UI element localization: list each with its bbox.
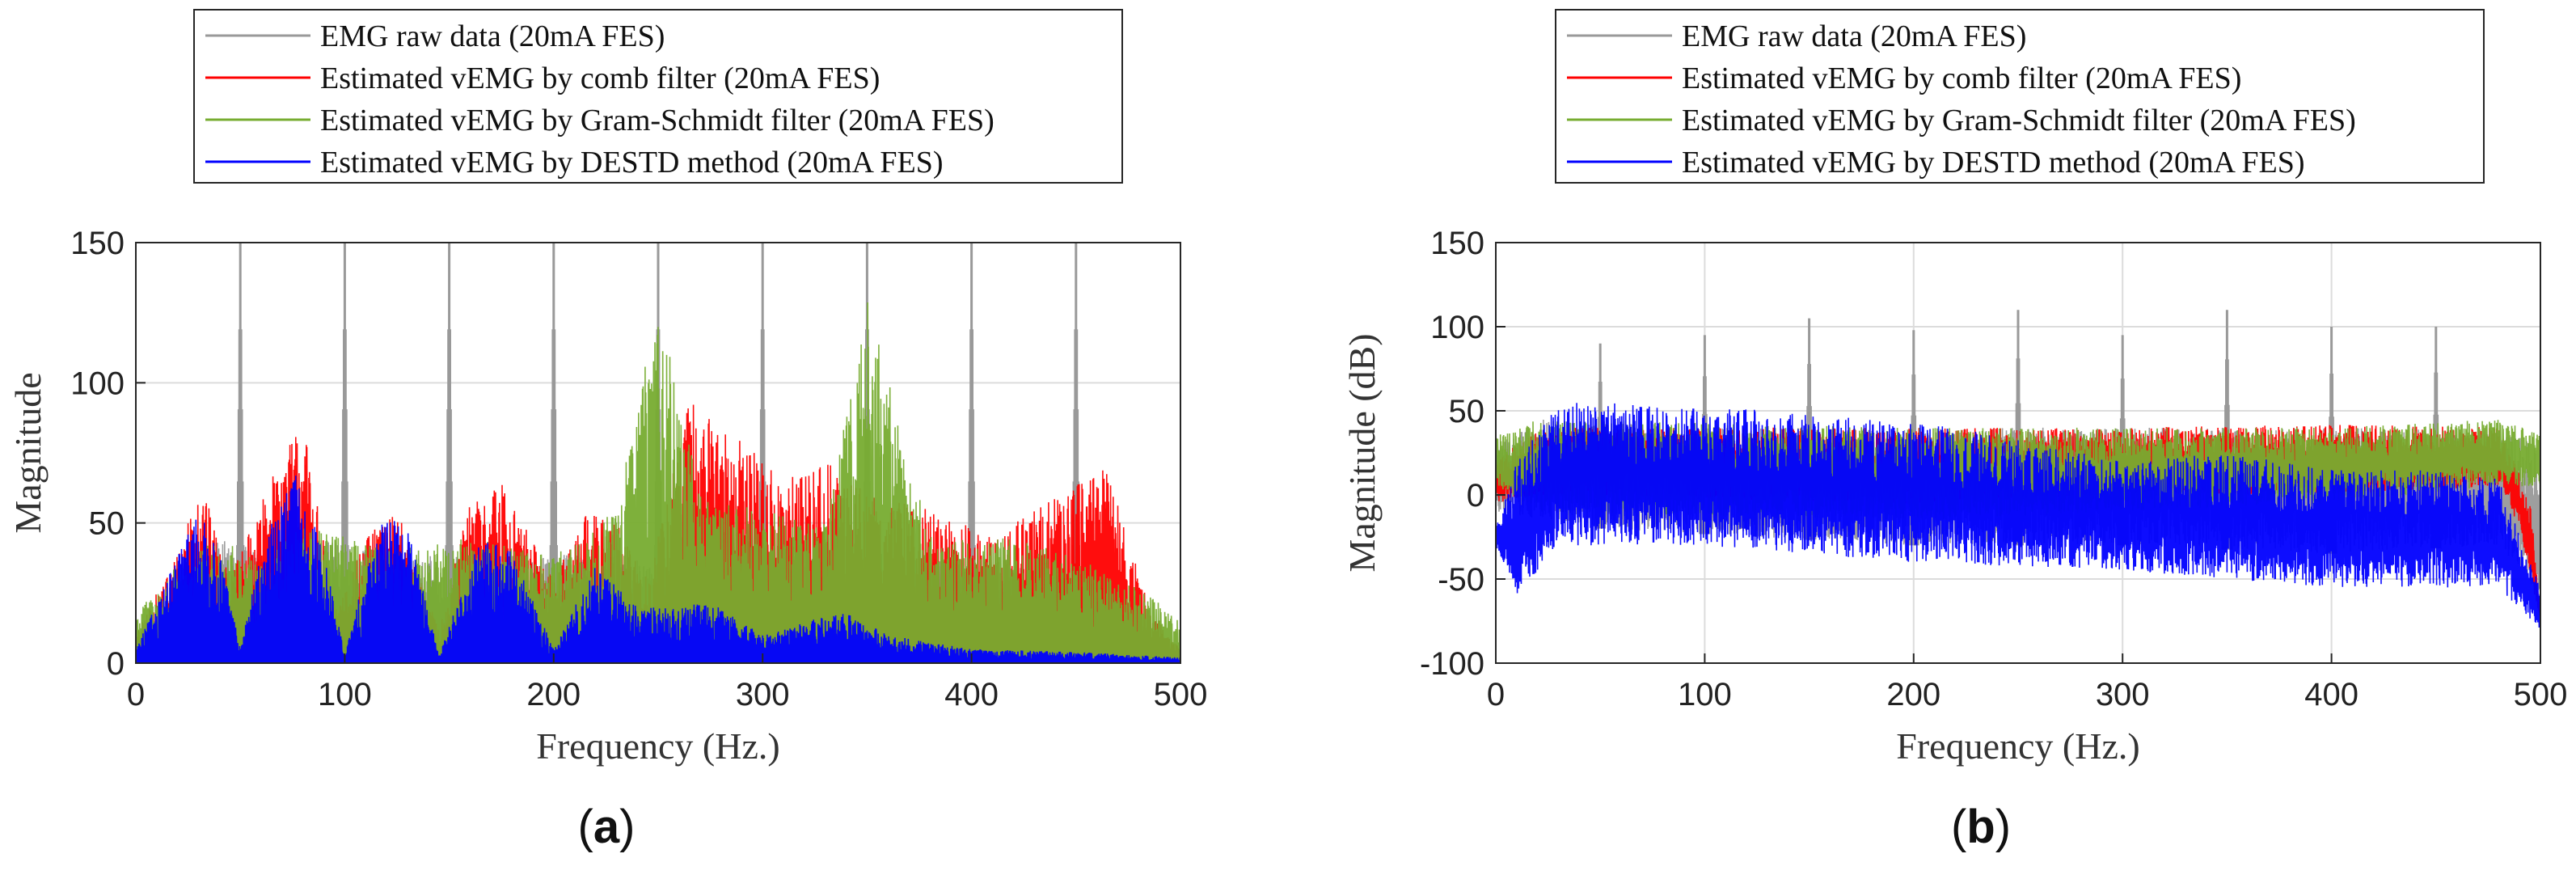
y-tick-label: 100 xyxy=(70,366,125,401)
legend-entry: EMG raw data (20mA FES) xyxy=(1682,19,2026,53)
legend: EMG raw data (20mA FES) Estimated vEMG by… xyxy=(193,9,1123,184)
axes-frame xyxy=(135,242,1181,664)
chart-panel-b: 0 100 200 300 400 500 -100 -50 0 50 100 150 Frequenc… xyxy=(1341,9,2568,853)
legend: EMG raw data (20mA FES) Estimated vEMG by… xyxy=(1555,9,2485,184)
x-axis-label: Frequency (Hz.) xyxy=(1896,725,2139,767)
x-tick-label: 400 xyxy=(944,677,999,712)
legend-entry: Estimated vEMG by Gram-Schmidt filter (2… xyxy=(320,104,995,137)
y-tick-label: 150 xyxy=(70,226,125,261)
y-tick-label: -100 xyxy=(1420,646,1484,682)
caption-close: ) xyxy=(1995,801,2011,853)
x-tick-label: 300 xyxy=(736,677,790,712)
caption-close: ) xyxy=(619,801,635,853)
series-trace xyxy=(1496,403,2540,628)
x-tick-label: 300 xyxy=(2096,677,2150,712)
legend-box xyxy=(193,9,1123,184)
legend-entry: EMG raw data (20mA FES) xyxy=(320,19,665,53)
y-tick-label: 0 xyxy=(107,646,125,682)
y-tick-label: 0 xyxy=(1467,478,1484,514)
traces xyxy=(1496,310,2540,628)
legend-entry: Estimated vEMG by comb filter (20mA FES) xyxy=(1682,61,2241,95)
y-tick-label: -50 xyxy=(1438,562,1484,598)
legend-entry: Estimated vEMG by DESTD method (20mA FES… xyxy=(1682,146,2305,180)
y-tick-label: 100 xyxy=(1430,310,1484,345)
y-axis-label: Magnitude (dB) xyxy=(1341,333,1383,572)
y-tick-label: 50 xyxy=(1449,394,1485,429)
caption-open: ( xyxy=(578,801,593,853)
y-tick-label: 150 xyxy=(1430,226,1484,261)
caption-letter: b xyxy=(1966,801,1995,853)
legend-entry: Estimated vEMG by Gram-Schmidt filter (2… xyxy=(1682,104,2356,137)
legend-box xyxy=(1555,9,2485,184)
x-tick-label: 100 xyxy=(318,677,372,712)
x-tick-label: 100 xyxy=(1678,677,1732,712)
x-tick-label: 500 xyxy=(2514,677,2568,712)
x-tick-label: 400 xyxy=(2304,677,2359,712)
x-tick-label: 200 xyxy=(1886,677,1940,712)
caption-letter: a xyxy=(593,801,620,853)
y-axis-label: Magnitude xyxy=(7,372,49,533)
caption-open: ( xyxy=(1951,801,1966,853)
panel-caption: (b) xyxy=(1951,801,2011,853)
chart-panel-a: 0 100 200 300 400 500 0 50 100 150 Frequency (Hz.)… xyxy=(7,9,1208,853)
axes-frame xyxy=(1495,242,2541,664)
panel-caption: (a) xyxy=(578,801,636,853)
legend-entry: Estimated vEMG by DESTD method (20mA FES… xyxy=(320,146,944,180)
x-tick-label: 200 xyxy=(526,677,581,712)
x-tick-label: 0 xyxy=(1487,677,1505,712)
x-axis-label: Frequency (Hz.) xyxy=(536,725,779,767)
x-tick-label: 500 xyxy=(1154,677,1208,712)
x-tick-label: 0 xyxy=(127,677,145,712)
y-tick-label: 50 xyxy=(89,506,125,542)
legend-entry: Estimated vEMG by comb filter (20mA FES) xyxy=(320,61,880,95)
traces xyxy=(136,243,1180,663)
series-trace xyxy=(136,476,1180,663)
